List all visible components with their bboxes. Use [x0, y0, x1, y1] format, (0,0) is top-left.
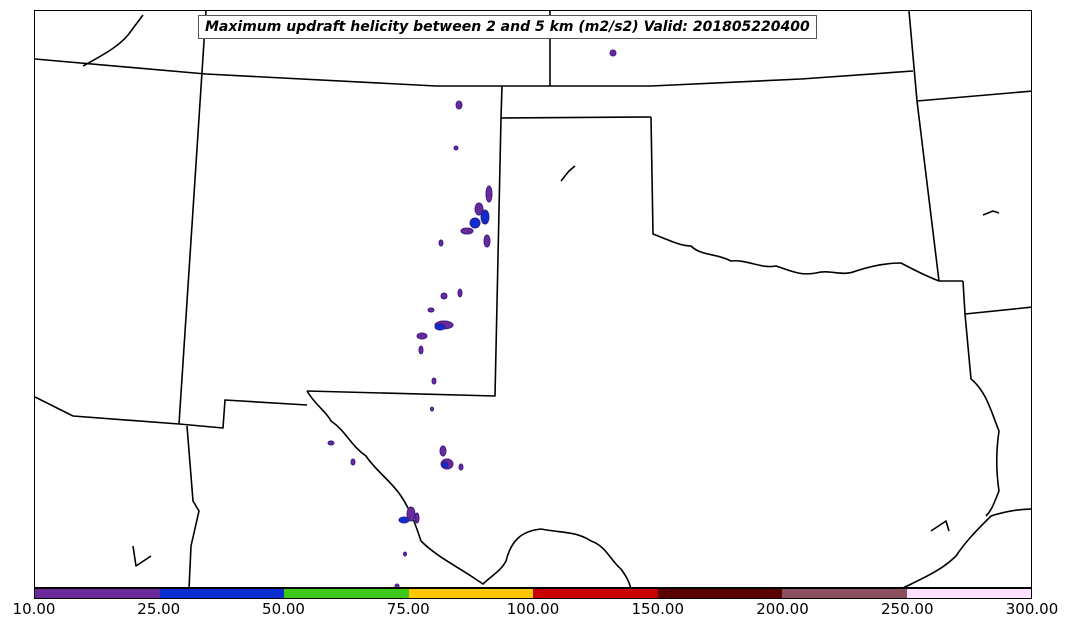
boundary-ok-red-river [650, 116, 963, 282]
colorbar [34, 588, 1032, 599]
state-boundary-map [35, 11, 1031, 587]
colorbar-tick-label: 300.00 [1005, 600, 1059, 618]
uh-swath [403, 551, 407, 557]
uh-swath [483, 234, 491, 248]
colorbar-tick-label: 200.00 [756, 600, 809, 618]
uh-swath [418, 345, 424, 355]
colorbar-tick-label: 150.00 [631, 600, 685, 618]
uh-swath [398, 516, 410, 524]
uh-swath [439, 445, 447, 457]
boundary-nm-south [178, 399, 308, 429]
colorbar-tick-label: 50.00 [262, 600, 305, 618]
colorbar-segment [782, 589, 907, 598]
uh-swath [474, 202, 484, 216]
uh-swath [350, 458, 356, 466]
colorbar-segment [906, 589, 1031, 598]
uh-swath [416, 332, 428, 340]
uh-swath [480, 209, 490, 225]
map-title: Maximum updraft helicity between 2 and 5… [198, 15, 817, 39]
uh-swath [327, 440, 335, 446]
uh-swath [414, 512, 420, 524]
lake-outline-mo [982, 210, 1000, 216]
uh-swath [441, 461, 449, 469]
colorbar-segment [533, 589, 658, 598]
lake-outline-ok [560, 165, 576, 182]
boundary-co-ne-ks-north [35, 58, 914, 87]
colorbar-segment [284, 589, 409, 598]
lake-outline-north [82, 14, 144, 67]
lake-outline-tx [930, 520, 950, 532]
boundary-co-west [178, 11, 207, 425]
uh-swath [469, 217, 481, 229]
boundary-tx-panhandle-west [306, 117, 502, 397]
boundary-co-ks [500, 85, 503, 119]
boundary-tx-east [962, 280, 1000, 517]
uh-swath [453, 145, 459, 151]
colorbar-segment [35, 589, 160, 598]
boundary-nm-az [186, 425, 200, 587]
uh-swath [457, 288, 463, 298]
uh-swath [427, 307, 435, 313]
uh-swath [460, 227, 474, 235]
uh-swath [438, 239, 444, 247]
colorbar-segment [408, 589, 533, 598]
uh-swath [485, 185, 493, 203]
uh-swath [440, 292, 448, 300]
uh-swath [430, 406, 434, 412]
gulf-coastline [903, 508, 1031, 587]
boundary-ks-ok-north [500, 116, 652, 119]
map-panel [34, 10, 1032, 588]
boundary-rio-grande [306, 390, 632, 587]
uh-swath [458, 463, 464, 471]
colorbar-tick-label: 100.00 [506, 600, 560, 618]
uh-swath [431, 377, 437, 385]
lake-outline-az [132, 545, 152, 567]
boundary-mo-west [908, 11, 940, 282]
boundary-ar-la [964, 306, 1031, 315]
uh-swath [406, 506, 416, 522]
colorbar-tick-label: 250.00 [881, 600, 934, 618]
colorbar-segment [657, 589, 782, 598]
colorbar-segment [159, 589, 284, 598]
uh-swath [434, 323, 446, 331]
uh-swath [455, 100, 463, 110]
colorbar-tick-label: 75.00 [386, 600, 430, 618]
uh-swath [394, 583, 400, 587]
boundary-mo-ia [916, 90, 1031, 102]
colorbar-tick-label: 25.00 [137, 600, 181, 618]
boundary-ut-az [35, 396, 180, 425]
uh-swath [609, 49, 617, 57]
colorbar-tick-label: 10.00 [12, 600, 56, 618]
